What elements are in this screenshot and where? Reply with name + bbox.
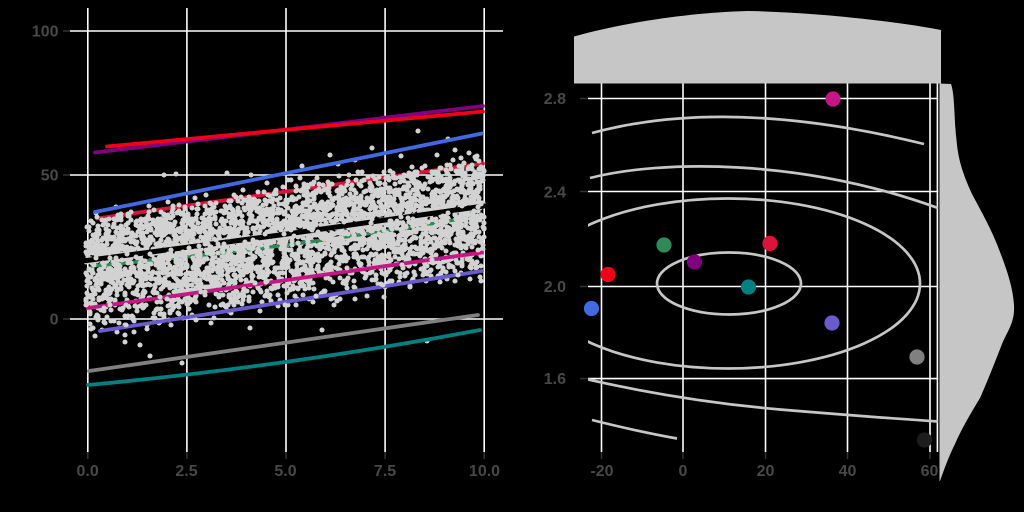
svg-text:-20: -20: [590, 463, 613, 480]
svg-text:0: 0: [50, 312, 59, 329]
svg-text:100: 100: [32, 24, 59, 41]
svg-text:50: 50: [41, 168, 59, 185]
svg-text:40: 40: [839, 463, 857, 480]
svg-text:2.8: 2.8: [544, 91, 566, 108]
svg-text:2.0: 2.0: [544, 279, 566, 296]
svg-text:0.0: 0.0: [76, 463, 98, 480]
svg-text:5.0: 5.0: [274, 463, 296, 480]
svg-text:7.5: 7.5: [374, 463, 396, 480]
svg-text:20: 20: [757, 463, 775, 480]
svg-text:10.0: 10.0: [469, 463, 500, 480]
svg-text:2.4: 2.4: [544, 185, 566, 202]
svg-text:1.6: 1.6: [544, 371, 566, 388]
svg-text:60: 60: [921, 463, 939, 480]
svg-text:0: 0: [679, 463, 688, 480]
svg-text:2.5: 2.5: [175, 463, 197, 480]
